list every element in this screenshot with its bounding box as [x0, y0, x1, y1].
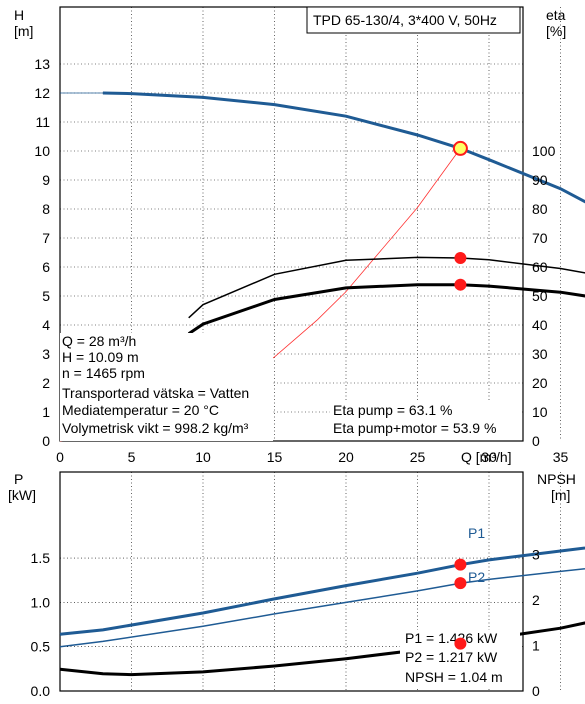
title-box: [306, 6, 521, 34]
top-y-left-tick: 1: [42, 404, 50, 420]
info-box: [60, 333, 273, 441]
top-y-right-tick: 80: [532, 201, 548, 217]
top-y-right-tick: 70: [532, 230, 548, 246]
top-x-tick: 15: [267, 449, 283, 465]
bottom-y-left-tick: 0.0: [31, 683, 51, 699]
p2-curve: [59, 567, 585, 648]
eta-pump-line: Eta pump = 63.1 %: [333, 402, 452, 418]
top-y-left-tick: 11: [35, 114, 50, 130]
top-y-right-tick: 100: [532, 143, 556, 159]
chart-title: TPD 65-130/4, 3*400 V, 50Hz: [313, 12, 497, 28]
info-line-density: Volymetrisk vikt = 998.2 kg/m³: [62, 420, 249, 436]
top-x-tick: 35: [553, 449, 569, 465]
npsh-marker: [454, 637, 467, 650]
bottom-y-left-tick: 1.5: [31, 550, 51, 566]
p1-series-label: P1: [468, 525, 485, 541]
top-y-right-tick: 10: [532, 404, 548, 420]
top-y-right-tick: 50: [532, 288, 548, 304]
npsh-info-line: NPSH = 1.04 m: [405, 669, 503, 685]
top-chart-frame: [59, 6, 524, 442]
top-y-left-unit: [m]: [14, 23, 33, 39]
top-y-right-tick: 40: [532, 317, 548, 333]
bottom-y-right-tick: 1: [532, 638, 540, 654]
top-y-left-tick: 9: [42, 172, 50, 188]
top-x-tick: 0: [56, 449, 64, 465]
top-y-right-label: eta: [546, 7, 566, 23]
top-y-left-tick: 0: [42, 433, 50, 449]
top-y-left-tick: 13: [34, 56, 50, 72]
info-line-temp: Mediatemperatur = 20 °C: [62, 402, 219, 418]
info-line-fluid: Transporterad vätska = Vatten: [62, 385, 249, 401]
top-y-left-label: H: [14, 7, 24, 23]
eta-box: [330, 400, 520, 440]
top-x-tick: 20: [338, 449, 354, 465]
p2-marker: [454, 577, 467, 590]
eta-pump-motor-curve: [187, 283, 585, 335]
eta-pump-marker: [454, 252, 467, 265]
top-y-right-tick: 0: [532, 433, 540, 449]
eta-pump-curve: [188, 256, 585, 319]
top-x-label: Q [m³/h]: [461, 449, 512, 465]
p2-info-line: P2 = 1.217 kW: [405, 649, 498, 665]
info-line-h: H = 10.09 m: [62, 349, 139, 365]
eta-pump-motor-line: Eta pump+motor = 53.9 %: [333, 420, 496, 436]
bottom-y-right-tick: 3: [532, 547, 540, 563]
top-x-tick: 30: [481, 449, 497, 465]
top-y-left-tick: 2: [42, 375, 50, 391]
info-line-n: n = 1465 rpm: [62, 365, 145, 381]
top-y-left-tick: 6: [42, 259, 50, 275]
top-y-left-tick: 7: [42, 230, 50, 246]
top-y-left-tick: 3: [42, 346, 50, 362]
top-y-left-tick: 12: [34, 85, 50, 101]
head-curve: [102, 91, 585, 204]
eta-pump-motor-marker: [454, 278, 467, 291]
top-x-tick: 10: [195, 449, 211, 465]
bottom-chart-frame: [59, 471, 524, 692]
top-y-right-unit: [%]: [546, 23, 566, 39]
top-y-left-tick: 4: [42, 317, 50, 333]
bottom-y-left-label: P: [14, 471, 23, 487]
bottom-y-right-tick: 0: [532, 683, 540, 699]
p2-series-label: P2: [468, 569, 485, 585]
top-y-right-tick: 90: [532, 172, 548, 188]
bottom-y-left-tick: 1.0: [31, 594, 51, 610]
top-x-tick: 25: [410, 449, 426, 465]
top-y-right-tick: 30: [532, 346, 548, 362]
bottom-y-left-unit: [kW]: [8, 487, 36, 503]
duty-point-marker: [452, 140, 468, 156]
top-y-left-tick: 10: [34, 143, 50, 159]
p1-info-line: P1 = 1.426 kW: [405, 630, 498, 646]
top-y-left-tick: 8: [42, 201, 50, 217]
top-y-left-tick: 5: [42, 288, 50, 304]
bottom-y-right-tick: 2: [532, 592, 540, 608]
bottom-y-right-unit: [m]: [551, 487, 570, 503]
top-y-right-tick: 60: [532, 259, 548, 275]
top-y-right-tick: 20: [532, 375, 548, 391]
grid-layer: [60, 7, 561, 691]
bottom-y-left-tick: 0.5: [31, 639, 51, 655]
p1-curve: [59, 546, 585, 636]
bottom-y-right-label: NPSH: [537, 471, 576, 487]
info-line-q: Q = 28 m³/h: [62, 333, 136, 349]
top-x-tick: 5: [128, 449, 136, 465]
p1-marker: [454, 558, 467, 571]
tick-layer: 0123456789101112130102030405060708090100…: [31, 56, 569, 699]
marker-layer: [452, 140, 468, 650]
